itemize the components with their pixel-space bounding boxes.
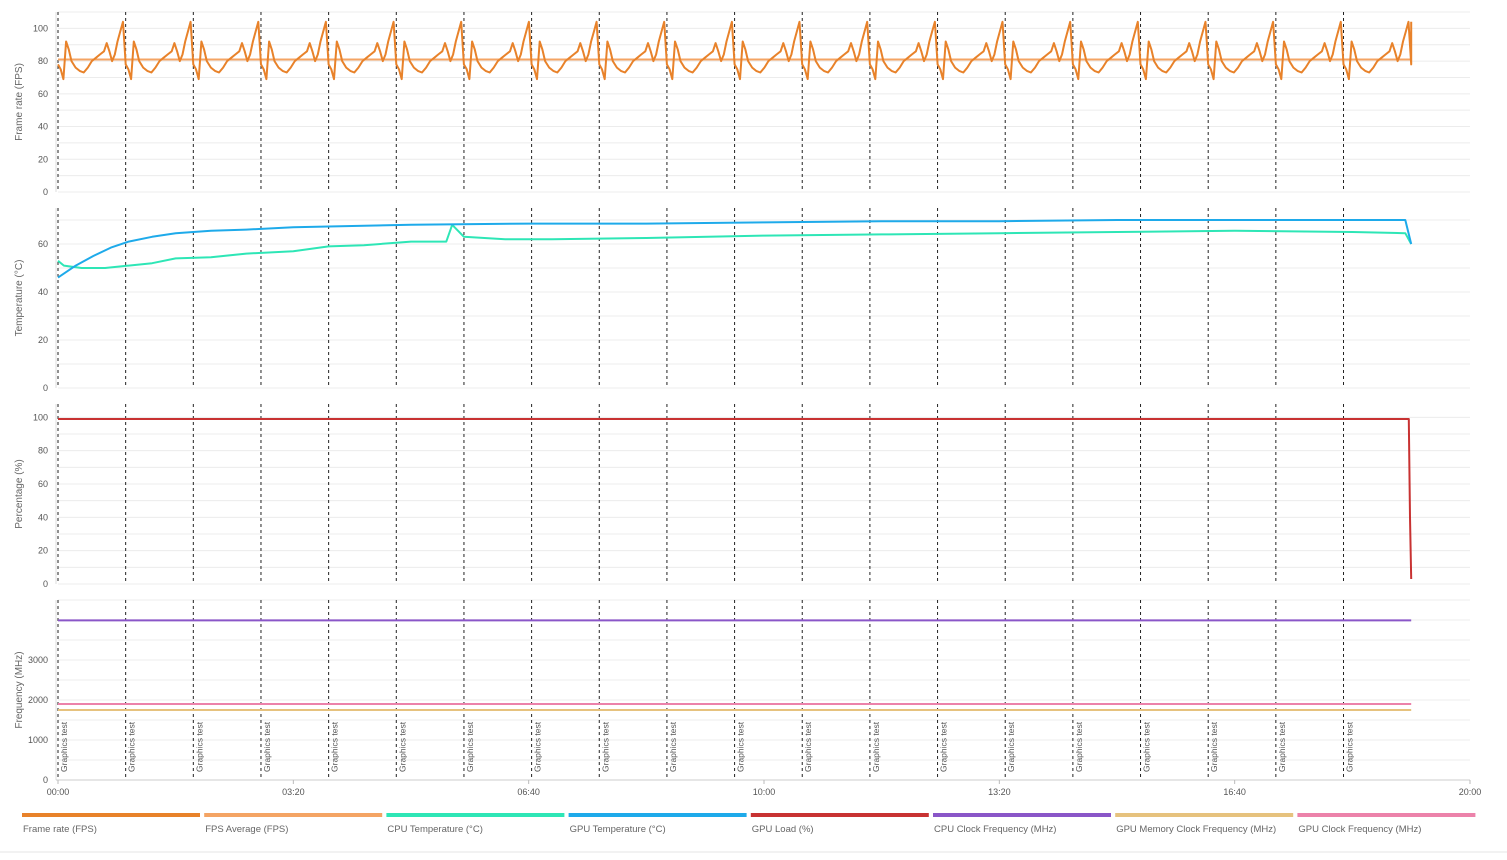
graphics-test-marker-label: Graphics test [600, 721, 610, 772]
y-tick-label-temperature: 60 [38, 239, 48, 249]
series-cpu-temperature-line [57, 223, 1413, 269]
y-axis-label-frequency: Frequency (MHz) [14, 651, 25, 728]
series-frame-rate-line [57, 20, 1413, 81]
legend-swatch [933, 813, 1111, 817]
graphics-test-marker-label: Graphics test [1074, 721, 1084, 772]
legend-swatch [204, 813, 383, 817]
y-tick-label-frequency: 0 [43, 775, 48, 785]
graphics-test-marker-label: Graphics test [533, 721, 543, 772]
x-tick-label: 00:00 [47, 787, 70, 797]
x-tick-label: 13:20 [988, 787, 1011, 797]
graphics-test-marker-label: Graphics test [465, 721, 475, 772]
legend-swatch [1297, 813, 1476, 817]
series-gpu-temperature-line [57, 219, 1413, 279]
legend-swatch [750, 813, 929, 817]
x-tick-label: 03:20 [282, 787, 305, 797]
x-tick-label: 16:40 [1223, 787, 1246, 797]
legend-label: CPU Temperature (°C) [387, 824, 482, 835]
y-tick-label-percentage: 60 [38, 479, 48, 489]
y-tick-label-percentage: 20 [38, 546, 48, 556]
y-tick-label-fps: 40 [38, 122, 48, 132]
legend-label: CPU Clock Frequency (MHz) [934, 824, 1056, 835]
graphics-test-marker-label: Graphics test [1209, 721, 1219, 772]
y-tick-label-temperature: 40 [38, 287, 48, 297]
graphics-test-marker-label: Graphics test [803, 721, 813, 772]
y-tick-label-percentage: 40 [38, 512, 48, 522]
legend-label: GPU Load (%) [752, 824, 814, 835]
y-tick-label-temperature: 0 [43, 383, 48, 393]
legend-swatch [1115, 813, 1294, 817]
graphics-test-marker-label: Graphics test [871, 721, 881, 772]
series-gpu-load-line [58, 418, 1413, 580]
x-tick-label: 20:00 [1459, 787, 1482, 797]
legend-label: FPS Average (FPS) [205, 824, 288, 835]
y-tick-label-fps: 20 [38, 154, 48, 164]
graphics-test-marker-label: Graphics test [127, 721, 137, 772]
legend-label: GPU Temperature (°C) [570, 824, 666, 835]
y-tick-label-percentage: 80 [38, 446, 48, 456]
legend-label: Frame rate (FPS) [23, 824, 97, 835]
legend-swatch [386, 813, 565, 817]
graphics-test-marker-label: Graphics test [1142, 721, 1152, 772]
legend-swatch [568, 813, 747, 817]
graphics-test-marker-label: Graphics test [939, 721, 949, 772]
graphics-test-marker-label: Graphics test [736, 721, 746, 772]
graphics-test-marker-label: Graphics test [194, 721, 204, 772]
y-tick-label-temperature: 20 [38, 335, 48, 345]
legend-swatch [22, 813, 200, 817]
y-axis-label-temperature: Temperature (°C) [14, 260, 25, 337]
graphics-test-marker-label: Graphics test [262, 721, 272, 772]
y-tick-label-fps: 80 [38, 56, 48, 66]
y-tick-label-fps: 60 [38, 89, 48, 99]
y-tick-label-frequency: 2000 [28, 695, 48, 705]
y-axis-label-percentage: Percentage (%) [14, 459, 25, 528]
graphics-test-marker-label: Graphics test [1345, 721, 1355, 772]
graphics-test-marker-label: Graphics test [59, 721, 69, 772]
y-tick-label-percentage: 0 [43, 579, 48, 589]
y-tick-label-percentage: 100 [33, 412, 48, 422]
legend-label: GPU Clock Frequency (MHz) [1298, 824, 1421, 835]
y-tick-label-fps: 0 [43, 187, 48, 197]
graphics-test-marker-label: Graphics test [668, 721, 678, 772]
y-tick-label-frequency: 3000 [28, 655, 48, 665]
graphics-test-marker-label: Graphics test [1006, 721, 1016, 772]
graphics-test-marker-label: Graphics test [1277, 721, 1287, 772]
x-tick-label: 10:00 [753, 787, 776, 797]
graphics-test-marker-label: Graphics test [330, 721, 340, 772]
y-axis-label-fps: Frame rate (FPS) [14, 63, 25, 141]
y-tick-label-frequency: 1000 [28, 735, 48, 745]
legend-label: GPU Memory Clock Frequency (MHz) [1116, 824, 1276, 835]
x-tick-label: 06:40 [517, 787, 540, 797]
graphics-test-marker-label: Graphics test [397, 721, 407, 772]
y-tick-label-fps: 100 [33, 23, 48, 33]
